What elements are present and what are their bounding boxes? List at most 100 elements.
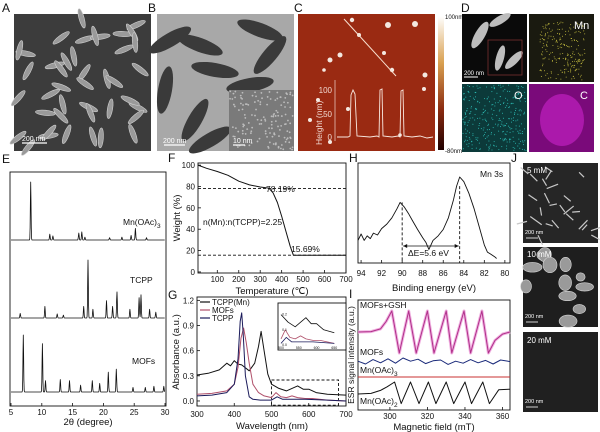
mn-signal-dot bbox=[557, 22, 559, 24]
o-signal-dot bbox=[464, 123, 466, 125]
o-signal-dot bbox=[483, 98, 485, 100]
mn-map-label: Mn bbox=[574, 20, 589, 32]
mn-signal-dot bbox=[546, 73, 548, 75]
lattice-dot bbox=[266, 96, 269, 98]
xrd-chart-e: 2θ (degree) Mn(OAc)3 TCPP MOFs 5 10 15 20 25… bbox=[9, 171, 170, 428]
mn-signal-dot bbox=[581, 24, 583, 26]
mn-signal-dot bbox=[541, 65, 543, 67]
o-signal-dot bbox=[513, 141, 515, 143]
lattice-dot bbox=[244, 117, 247, 119]
nanorod bbox=[226, 76, 274, 94]
y-tick-label: 0.3 bbox=[183, 372, 195, 381]
mn-signal-dot bbox=[574, 70, 576, 72]
mn-signal-dot bbox=[567, 61, 569, 63]
lattice-dot bbox=[288, 141, 291, 144]
mn-signal-dot bbox=[579, 32, 581, 34]
sheet-edge bbox=[578, 219, 588, 230]
lattice-dot bbox=[247, 104, 250, 106]
o-signal-dot bbox=[478, 142, 480, 144]
y-tick-label: 0.9 bbox=[183, 322, 195, 331]
o-signal-dot bbox=[467, 145, 469, 147]
o-signal-dot bbox=[498, 110, 500, 112]
mn-signal-dot bbox=[567, 65, 569, 67]
mn-signal-dot bbox=[557, 74, 559, 76]
sheet-edge bbox=[543, 192, 550, 204]
mn-signal-dot bbox=[544, 34, 546, 36]
o-signal-dot bbox=[498, 84, 500, 86]
o-signal-dot bbox=[503, 125, 505, 127]
lattice-dot bbox=[255, 95, 257, 98]
panel-label-e: E bbox=[2, 152, 10, 166]
x-tick-label: 200 bbox=[232, 275, 246, 284]
o-signal-dot bbox=[521, 131, 523, 133]
o-signal-dot bbox=[488, 146, 490, 148]
lattice-dot bbox=[238, 109, 240, 111]
o-signal-dot bbox=[479, 102, 481, 104]
o-signal-dot bbox=[521, 148, 523, 150]
lattice-dot bbox=[239, 102, 242, 105]
mn-signal-dot bbox=[581, 22, 583, 24]
x-tick-label: 5 bbox=[9, 408, 14, 417]
mn-signal-dot bbox=[559, 46, 561, 48]
lattice-dot bbox=[259, 101, 262, 103]
mn-signal-dot bbox=[570, 71, 572, 73]
series-label-mnoac3: Mn(OAc)3 bbox=[123, 217, 161, 230]
x-tick-label: 340 bbox=[458, 412, 472, 421]
mn-signal-dot bbox=[560, 69, 562, 71]
mn-signal-dot bbox=[562, 53, 564, 55]
o-signal-dot bbox=[516, 94, 518, 96]
panel-label-b: B bbox=[148, 1, 156, 15]
mn-signal-dot bbox=[576, 39, 578, 41]
panel-label-i: I bbox=[349, 287, 352, 301]
mn-signal-dot bbox=[578, 73, 580, 75]
y-tick-label: 0 bbox=[191, 268, 196, 277]
series-label-mofs: MOFs bbox=[132, 356, 155, 366]
annotation-78: 78.19% bbox=[266, 184, 295, 194]
mn-signal-dot bbox=[547, 32, 549, 34]
lattice-dot bbox=[279, 147, 282, 150]
x-tick-label: 10 bbox=[37, 408, 46, 417]
o-signal-dot bbox=[515, 125, 517, 127]
o-signal-dot bbox=[468, 119, 470, 121]
o-signal-dot bbox=[502, 85, 504, 87]
mn-signal-dot bbox=[572, 51, 574, 53]
mn-signal-dot bbox=[546, 51, 548, 53]
mn-signal-dot bbox=[546, 41, 548, 43]
particle bbox=[346, 107, 350, 111]
mn-signal-dot bbox=[574, 64, 576, 66]
aggregate bbox=[559, 256, 572, 273]
lattice-dot bbox=[261, 97, 263, 100]
x-tick-label: 94 bbox=[357, 269, 366, 278]
mn-signal-dot bbox=[584, 23, 586, 25]
nanorod bbox=[188, 126, 232, 154]
lattice-dot bbox=[284, 106, 286, 108]
mn-signal-dot bbox=[573, 26, 575, 28]
mn-signal-dot bbox=[575, 69, 577, 71]
o-signal-dot bbox=[499, 96, 501, 98]
mn-signal-dot bbox=[567, 63, 569, 65]
mn-signal-dot bbox=[579, 76, 581, 78]
inset-x-tick-label: 500 bbox=[278, 346, 284, 350]
mn-signal-dot bbox=[565, 76, 567, 78]
lattice-dot bbox=[259, 103, 262, 106]
mn-signal-dot bbox=[571, 66, 573, 68]
mn-signal-dot bbox=[540, 69, 542, 71]
mn-signal-dot bbox=[567, 64, 569, 66]
mn-signal-dot bbox=[546, 24, 548, 26]
o-signal-dot bbox=[479, 117, 481, 119]
lattice-dot bbox=[241, 108, 244, 111]
lattice-dot bbox=[270, 123, 273, 126]
o-signal-dot bbox=[507, 125, 509, 127]
o-signal-dot bbox=[512, 131, 514, 133]
lattice-dot bbox=[274, 115, 277, 117]
lattice-dot bbox=[286, 137, 289, 140]
mn-signal-dot bbox=[581, 62, 583, 64]
o-signal-dot bbox=[492, 127, 494, 129]
o-signal-dot bbox=[479, 87, 481, 89]
nanorod bbox=[41, 124, 57, 141]
lattice-dot bbox=[250, 130, 253, 133]
lattice-dot bbox=[250, 142, 253, 144]
nanorod bbox=[54, 60, 68, 78]
mn-signal-dot bbox=[582, 60, 584, 62]
o-signal-dot bbox=[518, 110, 520, 112]
